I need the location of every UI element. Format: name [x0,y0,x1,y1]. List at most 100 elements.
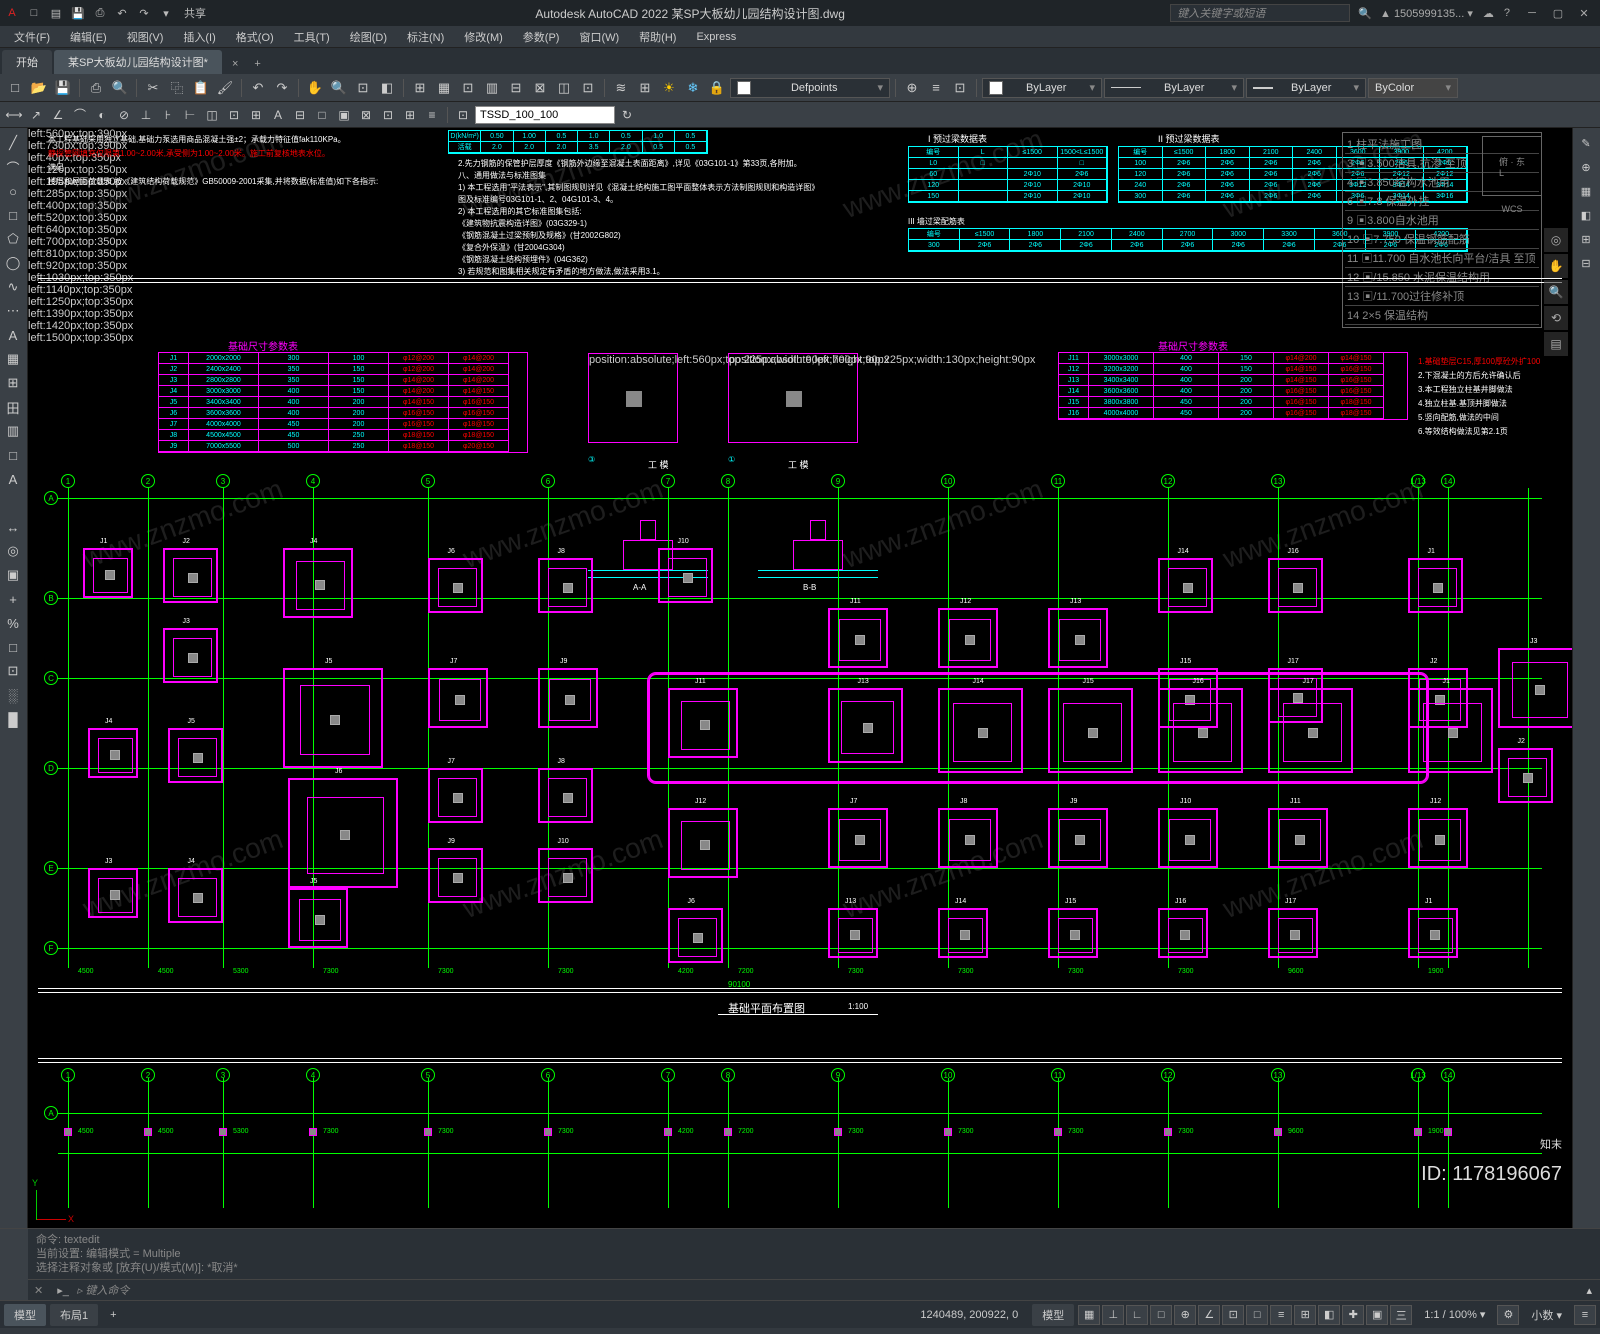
layout-tab-model[interactable]: 模型 [4,1304,46,1326]
status-toggle[interactable]: ∠ [1198,1305,1220,1325]
make-current-icon[interactable]: ⊕ [901,77,923,99]
tab-close-icon[interactable]: × [224,54,246,74]
tab-start[interactable]: 开始 [2,50,52,74]
cloud-icon[interactable]: ☁ [1483,7,1494,20]
search-input[interactable]: 键入关键字或短语 [1170,4,1350,22]
paste-icon[interactable]: 📋 [190,77,212,99]
dim-icon[interactable]: ◫ [202,105,222,125]
tssd-icon[interactable]: ⊡ [453,105,473,125]
model-toggle[interactable]: 模型 [1032,1304,1074,1326]
menu-item[interactable]: Express [688,29,744,45]
tool-icon[interactable]: 田 [2,396,24,418]
dim-icon[interactable]: ⊟ [290,105,310,125]
save-icon[interactable]: 💾 [52,77,74,99]
menu-item[interactable]: 格式(O) [228,27,282,47]
status-toggle[interactable]: ⊞ [1294,1305,1316,1325]
status-toggle[interactable]: ✚ [1342,1305,1364,1325]
tool-icon[interactable]: ▣ [2,564,24,586]
freeze-icon[interactable]: ❄ [682,77,704,99]
layout-add-icon[interactable]: + [102,1309,124,1321]
tab-add-icon[interactable]: + [246,54,268,74]
tb-icon[interactable]: ⊠ [529,77,551,99]
status-toggle[interactable]: ∟ [1126,1305,1148,1325]
tool-icon[interactable]: ░ [2,684,24,706]
tssd-combo[interactable]: TSSD_100_100 [475,106,615,124]
dim-icon[interactable]: □ [312,105,332,125]
dim-icon[interactable]: A [268,105,288,125]
minimize-icon[interactable]: ─ [1520,4,1544,22]
steering-wheel-icon[interactable]: ◎ [1544,228,1568,252]
layer-combo[interactable]: Defpoints [730,78,890,98]
tool-icon[interactable]: ∿ [2,276,24,298]
tool-icon[interactable]: □ [2,636,24,658]
tool-icon[interactable]: ⊡ [2,660,24,682]
tool-icon[interactable]: ◯ [2,252,24,274]
tab-drawing[interactable]: 某SP大板幼儿园结构设计图* [54,50,222,74]
tb-icon[interactable]: ▥ [481,77,503,99]
tool-icon[interactable]: ◎ [2,540,24,562]
save-icon[interactable]: 💾 [70,5,86,21]
tool-icon[interactable]: ⊕ [1575,156,1597,178]
status-toggle[interactable]: ⊡ [1222,1305,1244,1325]
layer-states-icon[interactable]: ≡ [925,77,947,99]
menu-item[interactable]: 绘图(D) [342,27,395,47]
dim-base-icon[interactable]: ⊢ [180,105,200,125]
search-icon[interactable]: 🔍 [1358,7,1372,20]
showmotion-icon[interactable]: ▤ [1544,332,1568,356]
maximize-icon[interactable]: ▢ [1546,4,1570,22]
user-menu[interactable]: ▲ 1505999135... ▾ [1380,7,1473,20]
tb-icon[interactable]: ⊞ [409,77,431,99]
dim-icon[interactable]: ⊡ [378,105,398,125]
lineweight-combo[interactable]: ByLayer [1246,78,1366,98]
tool-icon[interactable]: ▦ [2,348,24,370]
undo-icon[interactable]: ↶ [114,5,130,21]
tool-icon[interactable]: □ [2,204,24,226]
new-icon[interactable]: □ [4,77,26,99]
gear-icon[interactable]: ⚙ [1497,1305,1519,1325]
status-toggle[interactable]: □ [1150,1305,1172,1325]
dim-icon[interactable]: ⊞ [400,105,420,125]
print-icon[interactable]: ⎙ [92,5,108,21]
tool-icon[interactable]: ⊞ [1575,228,1597,250]
preview-icon[interactable]: 🔍 [109,77,131,99]
zoom-icon[interactable]: 🔍 [1544,280,1568,304]
tool-icon[interactable]: □ [2,444,24,466]
tool-icon[interactable] [2,492,24,514]
linetype-combo[interactable]: ByLayer [1104,78,1244,98]
dim-update-icon[interactable]: ↻ [617,105,637,125]
command-input[interactable]: ▹ 键入命令 [77,1282,1579,1298]
color-combo[interactable]: ByLayer [982,78,1102,98]
viewcube[interactable]: 俯 · 东L [1482,136,1542,196]
status-toggle[interactable]: ≡ [1270,1305,1292,1325]
pan-icon[interactable]: ✋ [304,77,326,99]
menu-item[interactable]: 编辑(E) [62,27,115,47]
dim-arc-icon[interactable]: ⌒ [70,105,90,125]
status-toggle[interactable]: 三 [1390,1305,1412,1325]
undo-icon[interactable]: ↶ [247,77,269,99]
tool-icon[interactable]: █ [2,708,24,730]
open-icon[interactable]: 📂 [28,77,50,99]
drawing-canvas[interactable]: www.znzmo.comwww.znzmo.comwww.znzmo.comw… [28,128,1572,1228]
menu-item[interactable]: 窗口(W) [571,27,627,47]
sun-icon[interactable]: ☀ [658,77,680,99]
zoom-icon[interactable]: 🔍 [328,77,350,99]
tool-icon[interactable]: ╱ [2,132,24,154]
zoom-extents-icon[interactable]: ⊡ [352,77,374,99]
layer-icon[interactable]: ≋ [610,77,632,99]
tb-icon[interactable]: ⊡ [577,77,599,99]
cmd-menu-icon[interactable]: ▴ [1578,1284,1600,1297]
print-icon[interactable]: ⎙ [85,77,107,99]
tb-icon[interactable]: ⊡ [457,77,479,99]
dim-cont-icon[interactable]: ⊦ [158,105,178,125]
pan-icon[interactable]: ✋ [1544,254,1568,278]
dim-radius-icon[interactable]: ◐ [92,105,112,125]
close-cmd-icon[interactable]: ✕ [28,1284,49,1297]
status-toggle[interactable]: ⊕ [1174,1305,1196,1325]
redo-icon[interactable]: ↷ [136,5,152,21]
qat-dropdown-icon[interactable]: ▾ [158,5,174,21]
dim-icon[interactable]: ▣ [334,105,354,125]
layer-props-icon[interactable]: ⊞ [634,77,656,99]
customize-icon[interactable]: ≡ [1574,1305,1596,1325]
layout-tab-1[interactable]: 布局1 [50,1304,98,1326]
menu-item[interactable]: 帮助(H) [631,27,684,47]
